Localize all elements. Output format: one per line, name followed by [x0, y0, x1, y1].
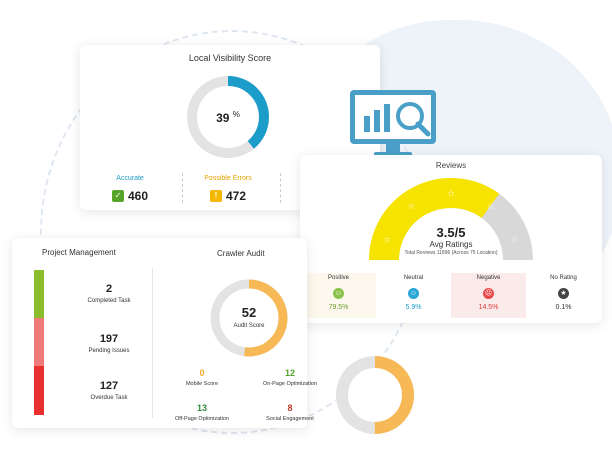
- completed-task-label: Completed Task: [87, 298, 131, 304]
- crawler-audit-title: Crawler Audit: [217, 249, 265, 258]
- local-visibility-donut: [187, 76, 269, 158]
- review-no-rating-value: 0.1%: [555, 304, 572, 311]
- reviews-title: Reviews: [435, 161, 467, 170]
- divider: [280, 173, 282, 203]
- accurate-metric: Accurate ✓ 460: [85, 175, 175, 203]
- completed-segment: [34, 270, 44, 318]
- overdue-segment: [34, 366, 44, 415]
- review-neutral-label: Neutral: [403, 275, 424, 281]
- accurate-value: 460: [127, 188, 149, 203]
- on-page-label: On-Page Optimization: [262, 381, 318, 387]
- decorative-donut: [335, 355, 415, 435]
- review-no-rating: No Rating ★ 0.1%: [526, 273, 601, 318]
- local-visibility-score: 39 %: [216, 110, 240, 125]
- overdue-task-value: 127: [99, 380, 119, 392]
- possible-errors-label: Possible Errors: [204, 175, 252, 182]
- decorative-donut-arc: [336, 356, 414, 434]
- reviews-total: Total Reviews 11896 (Across 75 Location): [404, 250, 498, 256]
- mobile-score-label: Mobile Score: [185, 381, 219, 387]
- review-negative: Negative ☹ 14.5%: [451, 273, 526, 318]
- reviews-score: 3.5/5: [436, 225, 466, 240]
- smile-icon: ☺: [333, 288, 344, 299]
- overdue-task-item: 127 Overdue Task: [74, 380, 144, 401]
- pending-segment: [34, 318, 44, 366]
- analytics-monitor-icon: [350, 90, 436, 157]
- project-management-title: Project Management: [42, 248, 116, 257]
- local-visibility-title: Local Visibility Score: [188, 53, 272, 63]
- reviews-gauge: ☆ ☆ ☆ ☆ ☆: [369, 178, 533, 261]
- mobile-score-stat: 0 Mobile Score: [162, 368, 242, 387]
- pending-issues-label: Pending Issues: [88, 348, 130, 354]
- crawler-audit-donut: [210, 279, 288, 357]
- review-neutral: Neutral ☺ 5.9%: [376, 273, 451, 318]
- project-status-bar: [34, 270, 44, 415]
- local-visibility-arc: [187, 76, 269, 158]
- off-page-value: 13: [196, 403, 207, 413]
- possible-errors-value: 472: [225, 188, 247, 203]
- review-positive-label: Positive: [327, 275, 349, 281]
- completed-task-value: 2: [105, 283, 113, 295]
- gauge-star-icon: ☆: [447, 188, 455, 198]
- neutral-face-icon: ☺: [408, 288, 419, 299]
- review-no-rating-label: No Rating: [550, 275, 577, 281]
- social-engagement-stat: 8 Social Engagement: [250, 403, 330, 422]
- gauge-star-icon: ☆: [383, 234, 391, 244]
- possible-errors-metric: Possible Errors ! 472: [183, 175, 273, 203]
- star-icon: ★: [558, 288, 569, 299]
- social-engagement-value: 8: [287, 403, 293, 413]
- on-page-value: 12: [284, 368, 295, 378]
- review-negative-value: 14.5%: [478, 304, 499, 311]
- gauge-star-icon: ☆: [408, 201, 416, 211]
- crawler-audit-arc: [210, 279, 288, 357]
- gauge-star-icon: ☆: [486, 201, 494, 211]
- reviews-gauge-fill: [369, 178, 500, 261]
- divider: [152, 268, 153, 418]
- sad-face-icon: ☹: [483, 288, 494, 299]
- crawler-audit-score: 52: [241, 305, 257, 320]
- completed-task-item: 2 Completed Task: [74, 283, 144, 304]
- crawler-audit-label: Audit Score: [233, 323, 265, 329]
- mobile-score-value: 0: [199, 368, 205, 378]
- off-page-label: Off-Page Optimization: [174, 416, 229, 422]
- review-positive-value: 79.5%: [328, 304, 349, 311]
- off-page-stat: 13 Off-Page Optimization: [162, 403, 242, 422]
- overdue-task-label: Overdue Task: [90, 395, 128, 401]
- on-page-stat: 12 On-Page Optimization: [250, 368, 330, 387]
- project-management-card: Project Management 2 Completed Task 197 …: [12, 238, 307, 428]
- social-engagement-label: Social Engagement: [266, 416, 314, 422]
- gauge-star-icon: ☆: [511, 234, 519, 244]
- warning-icon: !: [209, 189, 222, 202]
- review-neutral-value: 5.9%: [405, 304, 422, 311]
- review-negative-label: Negative: [476, 275, 501, 281]
- pending-issues-item: 197 Pending Issues: [74, 333, 144, 354]
- reviews-card: Reviews ☆ ☆ ☆ ☆ ☆ 3.5/5 Avg Ratings Total Re…: [300, 155, 602, 323]
- check-icon: ✓: [111, 189, 124, 202]
- accurate-label: Accurate: [116, 175, 144, 182]
- review-positive: Positive ☺ 79.5%: [301, 273, 376, 318]
- reviews-avg-label: Avg Ratings: [429, 240, 473, 249]
- divider: [182, 173, 184, 203]
- pending-issues-value: 197: [99, 333, 119, 345]
